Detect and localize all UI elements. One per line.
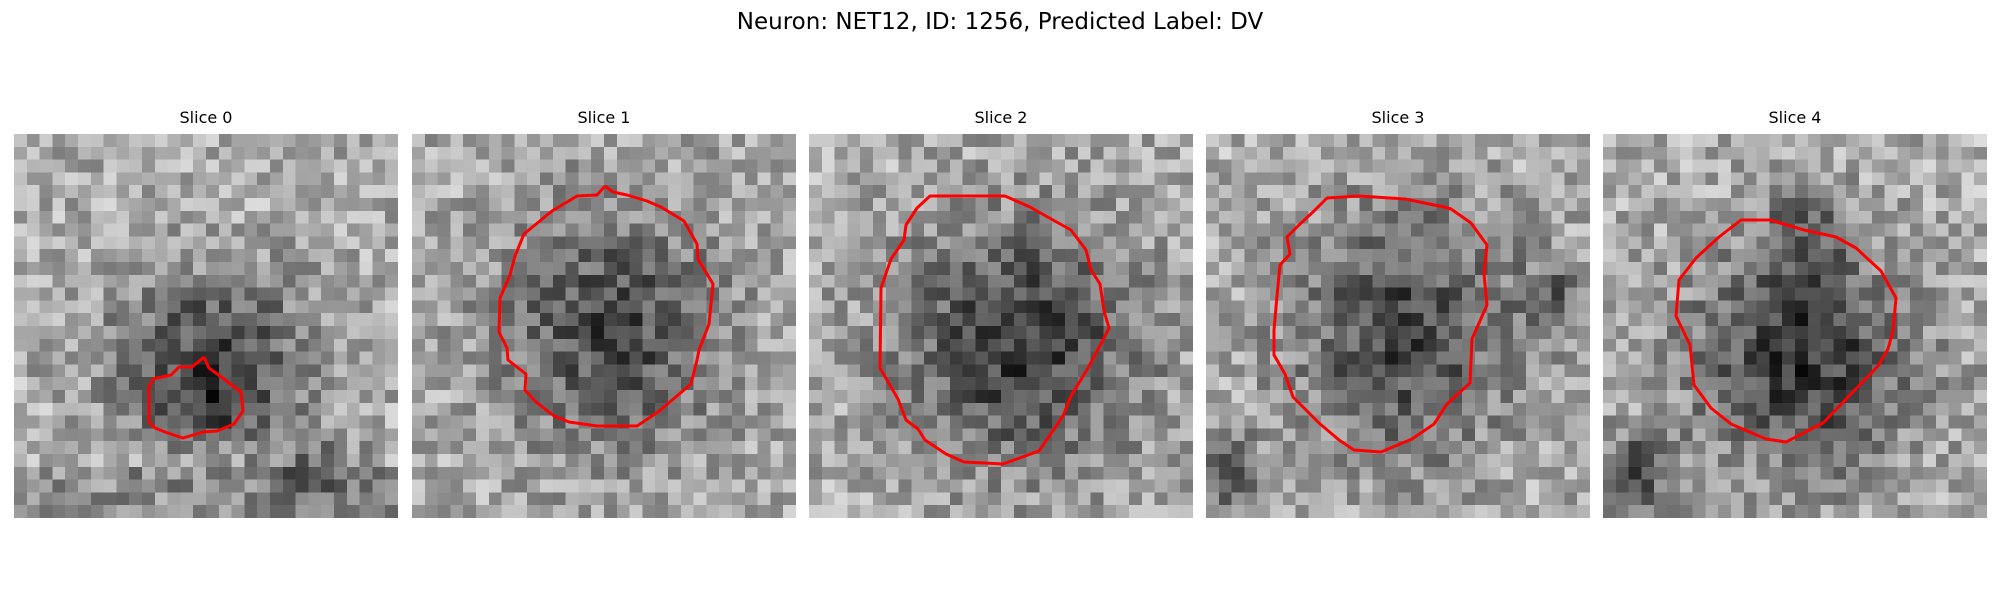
slice-panel-0: Slice 0 bbox=[14, 108, 398, 518]
slice-panel-2: Slice 2 bbox=[809, 108, 1193, 518]
slice-image-0 bbox=[14, 134, 398, 518]
slice-panel-3: Slice 3 bbox=[1206, 108, 1590, 518]
slice-title-3: Slice 3 bbox=[1371, 108, 1425, 127]
roi-contour-0 bbox=[147, 355, 245, 440]
slice-title-4: Slice 4 bbox=[1768, 108, 1822, 127]
slice-title-0: Slice 0 bbox=[179, 108, 233, 127]
roi-contour-1 bbox=[497, 184, 715, 428]
roi-contour-3 bbox=[1272, 194, 1489, 454]
roi-contour-4 bbox=[1674, 218, 1898, 444]
figure-title: Neuron: NET12, ID: 1256, Predicted Label… bbox=[736, 9, 1264, 35]
slice-image-2 bbox=[809, 134, 1193, 518]
slice-image-4 bbox=[1603, 134, 1987, 518]
slice-image-1 bbox=[412, 134, 796, 518]
slice-title-2: Slice 2 bbox=[974, 108, 1028, 127]
slice-panel-1: Slice 1 bbox=[412, 108, 796, 518]
roi-contour-2 bbox=[878, 194, 1111, 466]
slice-panel-4: Slice 4 bbox=[1603, 108, 1987, 518]
slice-title-1: Slice 1 bbox=[577, 108, 631, 127]
